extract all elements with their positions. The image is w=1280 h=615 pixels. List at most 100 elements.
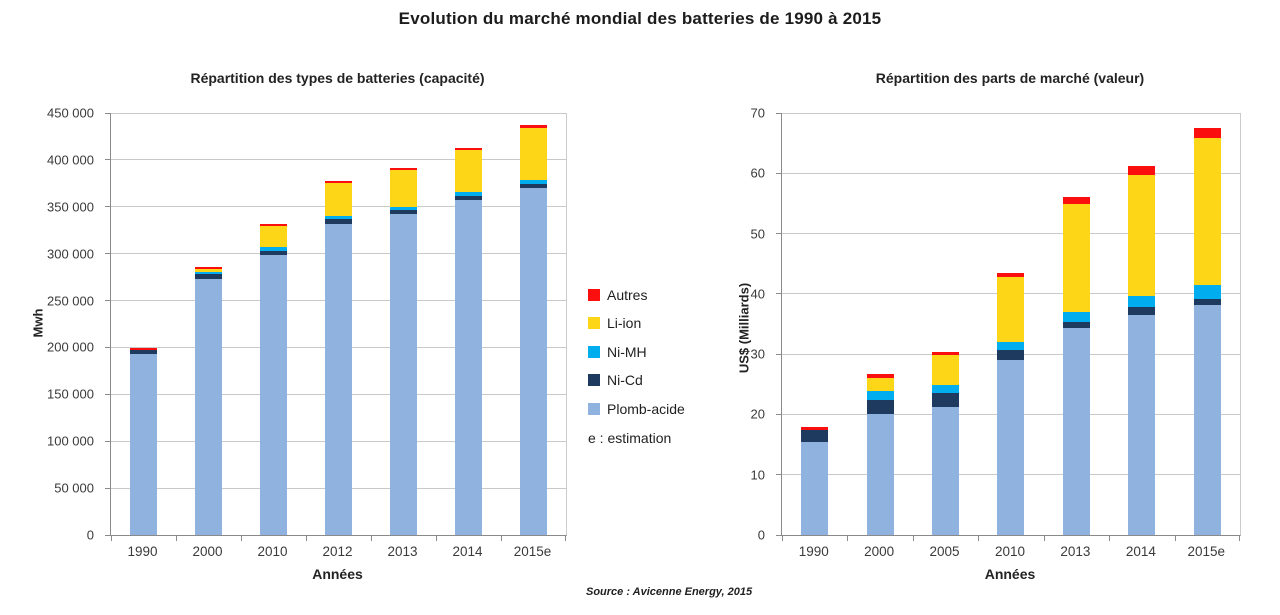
bar-2010 xyxy=(241,223,306,535)
y-tick-mark xyxy=(105,253,111,255)
bar-segment-ni-cd-1990 xyxy=(130,350,157,355)
value-y-axis-ticks: 0 10 20 30 40 50 60 70 xyxy=(700,106,773,543)
bar-segment-ni-mh-2012 xyxy=(325,215,352,220)
y-tick-mark xyxy=(776,112,782,114)
bar-segment-autres-2015e xyxy=(1193,128,1221,138)
x-tick-label: 2014 xyxy=(452,544,483,559)
capacity-chart-title: Répartition des types de batteries (capa… xyxy=(190,70,485,86)
y-tick-mark xyxy=(776,293,782,295)
capacity-x-axis-label: Années xyxy=(312,566,363,582)
bar-segment-autres-2005 xyxy=(932,351,960,356)
value-x-axis-ticks: 1990 2000 2005 2010 2013 2014 2015e xyxy=(781,544,1239,560)
x-tick-label: 2014 xyxy=(1125,544,1156,559)
bar-segment-li-ion-2000 xyxy=(195,268,222,272)
bar-segment-ni-mh-2015e xyxy=(520,179,547,185)
bar-segment-autres-1990 xyxy=(130,348,157,351)
legend-note: e : estimation xyxy=(588,429,672,446)
legend-item-li-ion: Li-ion xyxy=(588,315,685,331)
y-tick-label: 60 xyxy=(750,165,765,181)
bar-segment-plomb-acide-2014 xyxy=(1128,314,1156,535)
bar-segment-ni-mh-2015e xyxy=(1193,284,1221,299)
x-tick-mark xyxy=(1043,536,1045,541)
y-tick-mark xyxy=(776,534,782,536)
x-tick-mark xyxy=(782,536,783,541)
capacity-chart: Répartition des types de batteries (capa… xyxy=(30,60,590,600)
bar-2014 xyxy=(436,147,501,535)
x-tick-label: 2010 xyxy=(257,544,288,559)
y-tick-label: 20 xyxy=(750,406,765,422)
x-tick-mark xyxy=(371,536,372,541)
y-tick-label: 100 000 xyxy=(47,433,94,449)
legend: Autres Li-ion Ni-MH Ni-Cd Plomb-acide e : est… xyxy=(588,286,685,446)
bar-segment-ni-cd-2012 xyxy=(325,219,352,224)
legend-swatch-icon xyxy=(588,345,600,358)
bar-segment-ni-mh-2005 xyxy=(932,384,960,394)
y-tick-mark xyxy=(105,206,111,208)
market-value-chart: Répartition des parts de marché (valeur)… xyxy=(700,60,1270,600)
x-tick-mark xyxy=(111,536,112,541)
gridline xyxy=(111,112,566,114)
x-tick-mark xyxy=(912,536,914,541)
legend-swatch-icon xyxy=(588,402,600,415)
bar-segment-plomb-acide-2013 xyxy=(390,214,417,535)
x-tick-mark xyxy=(1174,536,1176,541)
bar-segment-li-ion-2012 xyxy=(325,182,352,216)
y-tick-label: 70 xyxy=(750,105,765,121)
x-tick-mark xyxy=(436,536,437,541)
bar-segment-plomb-acide-2014 xyxy=(455,199,482,535)
y-tick-label: 400 000 xyxy=(47,152,94,168)
x-tick-label: 2012 xyxy=(322,544,353,559)
x-tick-label: 2000 xyxy=(192,544,223,559)
bar-segment-li-ion-2013 xyxy=(1062,204,1090,312)
y-tick-mark xyxy=(105,487,111,489)
y-tick-mark xyxy=(105,346,111,348)
x-tick-mark xyxy=(241,536,242,541)
bar-2010 xyxy=(978,273,1043,535)
x-tick-label: 2013 xyxy=(1060,544,1091,559)
legend-label: Autres xyxy=(607,286,648,303)
bar-segment-ni-cd-2014 xyxy=(1128,306,1156,315)
bar-segment-ni-mh-2013 xyxy=(390,206,417,211)
legend-label: Li-ion xyxy=(607,315,642,331)
bar-segment-li-ion-2013 xyxy=(390,169,417,207)
x-tick-label: 2000 xyxy=(864,544,895,559)
bar-2000 xyxy=(847,374,912,535)
bar-1990 xyxy=(111,348,176,535)
y-tick-label: 0 xyxy=(86,527,94,543)
x-tick-label: 2005 xyxy=(929,544,960,559)
y-tick-mark xyxy=(776,233,782,235)
bar-segment-li-ion-2015e xyxy=(1193,137,1221,285)
bar-segment-autres-2013 xyxy=(390,167,417,170)
legend-label: Ni-MH xyxy=(607,343,647,360)
y-tick-label: 200 000 xyxy=(47,339,94,355)
y-tick-label: 40 xyxy=(750,286,765,302)
bar-segment-ni-mh-2014 xyxy=(455,192,482,196)
bar-segment-ni-cd-2015e xyxy=(1193,298,1221,306)
bar-segment-li-ion-2015e xyxy=(520,128,547,180)
bar-segment-plomb-acide-2010 xyxy=(997,360,1025,535)
bar-segment-plomb-acide-2013 xyxy=(1062,328,1090,535)
y-tick-mark xyxy=(105,534,111,536)
bar-2013 xyxy=(1044,197,1109,535)
legend-item-autres: Autres xyxy=(588,286,685,303)
capacity-y-axis-ticks: 0 50 000 100 000 150 000 200 000 250 000 300 0… xyxy=(30,106,102,543)
bar-segment-plomb-acide-2015e xyxy=(1193,305,1221,535)
legend-item-ni-mh: Ni-MH xyxy=(588,343,685,360)
value-chart-title: Répartition des parts de marché (valeur) xyxy=(875,70,1145,86)
bar-segment-ni-cd-2014 xyxy=(455,195,482,200)
y-tick-mark xyxy=(776,172,782,174)
y-tick-label: 10 xyxy=(750,467,765,483)
y-tick-mark xyxy=(105,300,111,302)
y-tick-label: 450 000 xyxy=(47,105,94,121)
bar-segment-ni-mh-2010 xyxy=(997,342,1025,350)
bar-segment-plomb-acide-2015e xyxy=(520,187,547,535)
x-tick-label: 1990 xyxy=(798,544,829,559)
x-tick-label: 2010 xyxy=(994,544,1026,559)
bar-segment-autres-2000 xyxy=(866,374,894,378)
bar-segment-ni-mh-2000 xyxy=(866,390,894,400)
legend-item-ni-cd: Ni-Cd xyxy=(588,372,685,388)
bar-segment-plomb-acide-2000 xyxy=(195,278,222,535)
bar-segment-ni-cd-2015e xyxy=(520,184,547,188)
x-tick-label: 2013 xyxy=(387,544,418,559)
capacity-x-axis-ticks: 1990 2000 2010 2012 2013 2014 2015e xyxy=(110,544,565,560)
